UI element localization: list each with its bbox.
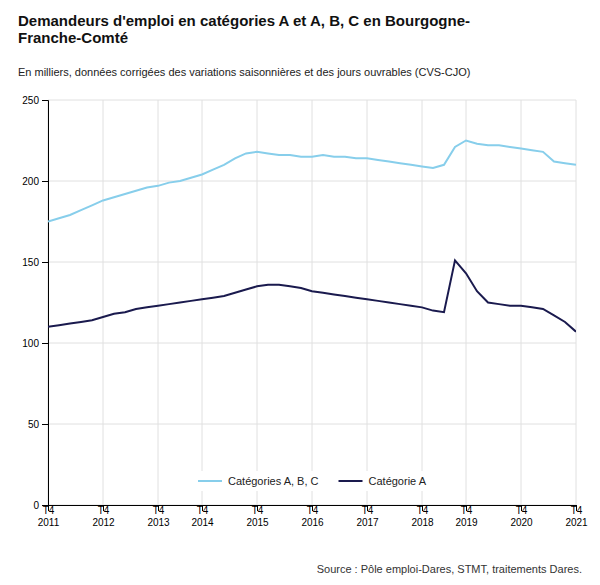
text-line: 2020 <box>510 517 533 528</box>
grid-line <box>576 100 577 505</box>
grid-line <box>158 100 159 505</box>
source: Source : Pôle emploi-Dares, STMT, traite… <box>317 563 582 575</box>
text-line: Demandeurs d'emploi en catégories A et A… <box>18 12 470 29</box>
text-line: 2017 <box>356 517 379 528</box>
tick-label: T42018 <box>411 505 434 528</box>
tick-label: T42021 <box>565 505 588 528</box>
subtitle: En milliers, données corrigées des varia… <box>18 66 470 78</box>
line <box>48 141 576 222</box>
tick-label: T42012 <box>92 505 115 528</box>
tick-mark <box>42 262 48 263</box>
legend-swatch <box>198 480 222 482</box>
x-tick: T42013 <box>147 505 170 528</box>
tick-mark <box>42 424 48 425</box>
grid-line <box>367 100 368 505</box>
tick-label: T42016 <box>301 505 324 528</box>
tick-label: 0 <box>33 500 39 511</box>
text-line: 2012 <box>92 517 115 528</box>
text-line: T4 <box>417 505 429 516</box>
tick-label: 200 <box>22 176 39 187</box>
grid <box>48 100 576 505</box>
text-line: T4 <box>461 505 473 516</box>
text-line: T4 <box>571 505 583 516</box>
legend-label: Catégorie A <box>369 475 427 487</box>
text-line: T4 <box>98 505 110 516</box>
x-tick: T42012 <box>92 505 115 528</box>
grid-line <box>103 100 104 505</box>
y-tick: 200 <box>22 176 48 187</box>
y-tick: 150 <box>22 257 48 268</box>
tick-label: T42019 <box>455 505 478 528</box>
grid-line <box>257 100 258 505</box>
y-tick: 50 <box>28 419 48 430</box>
text-line: T4 <box>307 505 319 516</box>
text-line: 2011 <box>38 517 60 528</box>
x-tick: T42021 <box>565 505 588 528</box>
x-tick: T42016 <box>301 505 324 528</box>
tick-label: 50 <box>28 419 40 430</box>
text-line: 2015 <box>246 517 269 528</box>
x-tick: T42011 <box>38 505 60 528</box>
tick-label: 100 <box>22 338 39 349</box>
text-line: T4 <box>362 505 374 516</box>
x-axis: T42011T42012T42013T42014T42015T42016T420… <box>38 505 588 528</box>
lines <box>48 141 576 332</box>
legend-label: Catégories A, B, C <box>228 475 319 487</box>
title: Demandeurs d'emploi en catégories A et A… <box>18 12 470 46</box>
text-line: Franche-Comté <box>18 29 128 46</box>
line <box>48 260 576 331</box>
legend-item: Catégories A, B, C <box>198 475 319 487</box>
tick-label: T42014 <box>191 505 214 528</box>
grid-line <box>422 100 423 505</box>
text-line: 2019 <box>455 517 478 528</box>
y-axis: 0 50 100 150 200 250 <box>22 95 48 511</box>
text-line: 2018 <box>411 517 434 528</box>
text-line: 2016 <box>301 517 324 528</box>
tick-label: T42013 <box>147 505 170 528</box>
tick-label: T42020 <box>510 505 533 528</box>
axis-line <box>42 101 49 506</box>
y-tick: 250 <box>22 95 48 106</box>
tick-label: 150 <box>22 257 39 268</box>
x-tick: T42020 <box>510 505 533 528</box>
tick-mark <box>42 343 48 344</box>
text-line: 2013 <box>147 517 170 528</box>
text-line: T4 <box>197 505 209 516</box>
tick-label: T42017 <box>356 505 379 528</box>
x-tick: T42014 <box>191 505 214 528</box>
x-tick: T42018 <box>411 505 434 528</box>
y-tick: 100 <box>22 338 48 349</box>
grid-line <box>312 100 313 505</box>
x-tick: T42015 <box>246 505 269 528</box>
x-tick: T42019 <box>455 505 478 528</box>
x-tick: T42017 <box>356 505 379 528</box>
legend-background <box>192 471 432 491</box>
text-line: T4 <box>516 505 528 516</box>
tick-label: 250 <box>22 95 39 106</box>
grid-line <box>466 100 467 505</box>
chart: Demandeurs d'emploi en catégories A et A… <box>0 0 600 585</box>
plot: 050100150200250T42011T42012T42013T42014T… <box>22 95 588 528</box>
grid-line <box>521 100 522 505</box>
text-line: 2014 <box>191 517 214 528</box>
tick-mark <box>42 100 48 101</box>
legend-swatch <box>339 480 363 482</box>
text-line: T4 <box>43 505 55 516</box>
legend: Catégories A, B, C Catégorie A <box>192 471 432 491</box>
tick-mark <box>42 181 48 182</box>
text-line: T4 <box>153 505 165 516</box>
text-line: 2021 <box>565 517 588 528</box>
grid-line <box>202 100 203 505</box>
tick-label: T42011 <box>38 505 60 528</box>
text-line: T4 <box>252 505 264 516</box>
tick-label: T42015 <box>246 505 269 528</box>
legend-item: Catégorie A <box>339 475 427 487</box>
